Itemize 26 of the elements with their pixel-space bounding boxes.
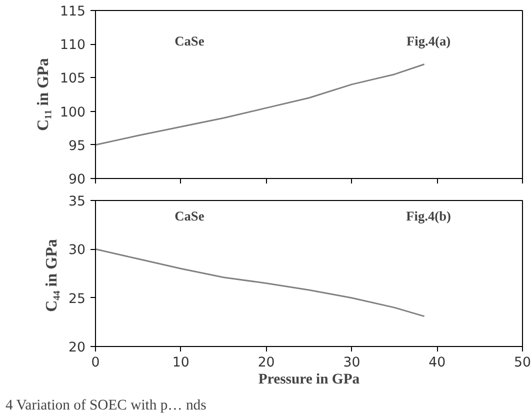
y-axis-title: C₄₄ in GPa: [44, 239, 61, 312]
x-tick-label: 40: [428, 356, 446, 370]
x-tick-label: 20: [258, 356, 275, 370]
annotation: CaSe: [174, 34, 204, 48]
y-tick-label: 100: [60, 105, 86, 120]
y-tick-label: 35: [68, 194, 86, 210]
annotation: Fig.4(a): [406, 34, 451, 48]
line-series: [96, 64, 426, 146]
text: 4 Variation of SOEC with p… nds: [6, 398, 207, 414]
y-tick-label: 115: [60, 4, 86, 20]
x-tick-label: 0: [91, 356, 100, 370]
x-tick-label: 30: [343, 356, 360, 370]
y-tick-label: 25: [68, 292, 86, 307]
x-tick-label: 10: [172, 356, 190, 370]
annotation: CaSe: [174, 208, 204, 224]
x-tick-label: 50: [514, 356, 531, 370]
x-axis-title: Pressure in GPa: [258, 372, 360, 388]
y-tick-label: 90: [68, 172, 86, 188]
y-tick-label: 20: [68, 340, 86, 356]
y-tick-label: 95: [68, 138, 86, 154]
y-tick-label: 110: [60, 38, 86, 54]
y-axis-title: C₁₁ in GPa: [35, 58, 52, 131]
annotation: Fig.4(b): [406, 208, 451, 224]
y-tick-label: 105: [60, 72, 86, 87]
line-series: [96, 248, 426, 318]
y-tick-label: 30: [68, 243, 86, 258]
